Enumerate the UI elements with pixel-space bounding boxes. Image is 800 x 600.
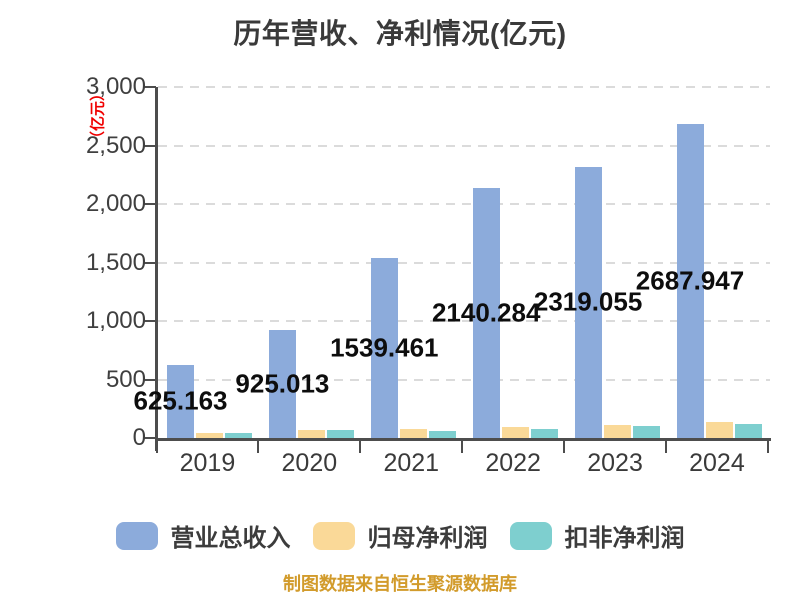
x-axis-tick — [461, 440, 464, 453]
x-axis-tick-label: 2020 — [281, 449, 338, 477]
bar-扣非净利润-2019 — [225, 432, 252, 438]
y-axis-tick-label: 1,000 — [85, 307, 146, 334]
bar-归母净利润-2022 — [501, 427, 529, 438]
bar-归母净利润-2021 — [399, 429, 427, 438]
bar-营业总收入-2022 — [472, 187, 500, 438]
bar-扣非净利润-2024 — [734, 424, 762, 438]
y-axis-tick-label: 1,500 — [85, 248, 146, 276]
bar-归母净利润-2023 — [603, 425, 631, 438]
bar-value-label: 1539.461 — [330, 332, 439, 363]
y-axis-tick-label: 3,000 — [85, 73, 146, 100]
bar-value-label: 2687.947 — [635, 265, 745, 296]
bar-扣非净利润-2023 — [632, 426, 660, 438]
y-axis-tick-label: 0 — [132, 424, 146, 451]
y-axis-tick — [144, 320, 156, 322]
legend-swatch-icon — [312, 521, 355, 550]
bar-营业总收入-2024 — [676, 123, 704, 438]
bar-营业总收入-2023 — [574, 166, 602, 438]
bar-value-label: 2140.284 — [431, 297, 541, 328]
bar-归母净利润-2020 — [297, 429, 325, 438]
bar-value-label: 2319.055 — [533, 286, 643, 317]
gridline — [158, 320, 770, 322]
bar-归母净利润-2019 — [196, 432, 223, 438]
bar-扣非净利润-2021 — [428, 430, 456, 438]
x-axis-tick-label: 2023 — [587, 449, 643, 477]
bar-归母净利润-2024 — [705, 422, 733, 438]
x-axis-tick-label: 2019 — [179, 449, 236, 477]
x-axis-line — [155, 438, 771, 441]
bar-营业总收入-2020 — [268, 329, 296, 438]
y-axis-tick — [144, 378, 156, 381]
legend-item: 营业总收入 — [115, 518, 291, 553]
legend-label: 归母净利润 — [367, 525, 488, 552]
bar-营业总收入-2021 — [370, 257, 398, 438]
legend: 营业总收入 归母净利润 扣非净利润 — [0, 518, 800, 553]
y-axis-line — [155, 87, 158, 451]
y-axis-tick — [144, 437, 156, 439]
legend-swatch-icon — [509, 521, 552, 550]
x-axis-tick — [359, 440, 362, 453]
chart-footer: 制图数据来自恒生聚源数据库 — [283, 574, 517, 594]
x-axis-tick — [563, 440, 566, 453]
y-axis-tick-label: 2,500 — [85, 131, 146, 159]
y-axis-tick — [144, 261, 156, 264]
bar-value-label: 625.163 — [133, 385, 228, 416]
x-axis-tick — [766, 440, 769, 453]
legend-swatch-icon — [115, 521, 158, 550]
x-axis-tick — [665, 440, 667, 453]
gridline — [158, 86, 770, 88]
x-axis-tick-label: 2021 — [383, 449, 440, 477]
bar-扣非净利润-2020 — [326, 430, 354, 438]
x-axis-tick — [257, 440, 260, 453]
y-axis-tick-label: 2,000 — [85, 190, 146, 217]
gridline — [158, 378, 770, 381]
legend-label: 扣非净利润 — [564, 525, 685, 552]
legend-item: 扣非净利润 — [509, 518, 685, 553]
y-axis-tick — [144, 203, 156, 205]
x-axis-tick — [155, 440, 158, 453]
legend-label: 营业总收入 — [170, 525, 291, 552]
y-axis-tick-label: 500 — [105, 365, 146, 393]
x-axis-tick-label: 2022 — [485, 449, 541, 477]
y-axis-tick — [144, 144, 156, 147]
bar-value-label: 925.013 — [235, 368, 330, 399]
gridline — [158, 144, 770, 147]
legend-item: 归母净利润 — [312, 518, 488, 553]
gridline — [158, 203, 770, 205]
bar-营业总收入-2019 — [167, 364, 194, 438]
bar-扣非净利润-2022 — [530, 428, 558, 438]
x-axis-tick-label: 2024 — [689, 449, 745, 477]
y-axis-tick — [144, 86, 156, 88]
chart-title: 历年营收、净利情况(亿元) — [233, 18, 567, 49]
gridline — [158, 261, 770, 264]
